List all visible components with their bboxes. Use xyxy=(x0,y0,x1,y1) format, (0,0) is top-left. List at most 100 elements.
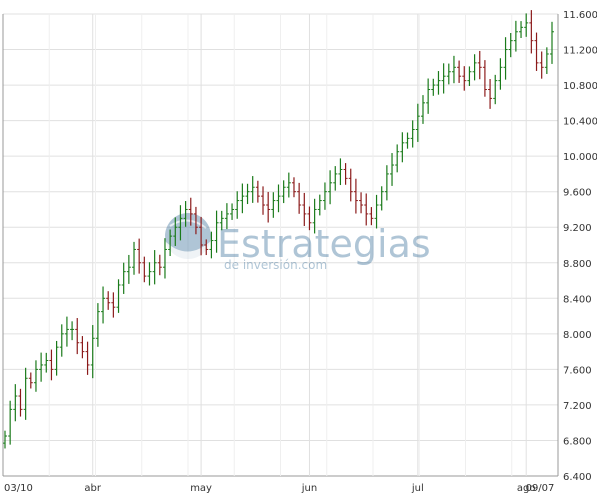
y-tick-label: 9.600 xyxy=(563,188,592,199)
ohlc-bar xyxy=(529,10,534,54)
ohlc-bar xyxy=(157,254,162,276)
x-tick-label: jun xyxy=(301,483,317,494)
ohlc-bar xyxy=(255,180,260,203)
y-tick-label: 10.400 xyxy=(563,117,597,128)
ohlc-bar xyxy=(245,183,250,205)
ohlc-bars xyxy=(3,10,554,449)
ohlc-bar xyxy=(348,168,353,202)
ohlc-bar xyxy=(539,51,544,79)
x-tick-label: 09/07 xyxy=(526,483,555,494)
ohlc-bar xyxy=(498,58,503,90)
ohlc-bar xyxy=(322,182,327,210)
ohlc-bar xyxy=(291,177,296,198)
ohlc-bar xyxy=(446,63,451,85)
y-tick-label: 7.200 xyxy=(563,401,592,412)
ohlc-bar xyxy=(286,172,291,198)
watermark-logo: Estrategias de inversión.com xyxy=(165,213,431,272)
ohlc-bar xyxy=(111,292,116,318)
ohlc-bar xyxy=(493,74,498,105)
ohlc-bar xyxy=(328,170,333,205)
ohlc-bar xyxy=(85,341,90,375)
ohlc-bar xyxy=(410,120,415,148)
ohlc-bar xyxy=(534,32,539,71)
ohlc-bar xyxy=(28,372,33,389)
ohlc-bar xyxy=(266,191,271,223)
y-tick-label: 8.800 xyxy=(563,259,592,270)
ohlc-bar xyxy=(503,37,508,80)
ohlc-bar xyxy=(219,210,224,231)
ohlc-bar xyxy=(400,132,405,163)
ohlc-bar xyxy=(472,54,477,81)
ohlc-bar xyxy=(33,360,38,392)
x-tick-label: 03/10 xyxy=(4,483,33,494)
ohlc-bar xyxy=(359,192,364,214)
watermark-tagline: de inversión.com xyxy=(224,258,327,272)
watermark-brand: Estrategias xyxy=(217,222,431,266)
ohlc-bar xyxy=(59,324,64,357)
ohlc-bar xyxy=(462,66,467,91)
ohlc-bar xyxy=(95,303,100,347)
ohlc-bar xyxy=(261,186,266,215)
ohlc-bar xyxy=(405,132,410,149)
ohlc-bar xyxy=(168,229,173,257)
y-tick-label: 10.800 xyxy=(563,81,597,92)
ohlc-bar xyxy=(90,325,95,379)
y-tick-label: 8.000 xyxy=(563,330,592,341)
ohlc-bar xyxy=(281,180,286,204)
y-tick-label: 6.400 xyxy=(563,472,592,483)
ohlc-bar xyxy=(23,367,28,420)
y-tick-label: 11.200 xyxy=(563,46,597,57)
ohlc-bar xyxy=(374,194,379,229)
y-tick-label: 7.600 xyxy=(563,365,592,376)
ohlc-bar xyxy=(230,203,235,220)
watermark-emblem xyxy=(165,213,212,261)
ohlc-bar xyxy=(121,262,126,294)
ohlc-bar xyxy=(333,166,338,191)
ohlc-bar xyxy=(390,153,395,186)
ohlc-bar xyxy=(152,250,157,285)
ohlc-bar xyxy=(8,400,13,445)
ohlc-bar xyxy=(64,316,69,347)
ohlc-bar xyxy=(436,71,441,95)
y-tick-label: 6.800 xyxy=(563,436,592,447)
ohlc-bar xyxy=(384,165,389,201)
ohlc-bar xyxy=(364,193,369,226)
ohlc-bar xyxy=(302,192,307,226)
ohlc-bar xyxy=(307,206,312,231)
ohlc-bar xyxy=(431,78,436,96)
ohlc-bar xyxy=(142,256,147,283)
ohlc-bar xyxy=(137,238,142,274)
ohlc-bar xyxy=(3,430,7,449)
ohlc-bar xyxy=(209,231,214,259)
ohlc-bar xyxy=(147,262,152,286)
ohlc-bar xyxy=(482,60,487,97)
ohlc-bar xyxy=(162,238,167,279)
ohlc-bar xyxy=(544,47,549,74)
ohlc-bar xyxy=(54,340,59,376)
ohlc-bar xyxy=(420,95,425,124)
ohlc-bar xyxy=(116,279,121,313)
y-tick-label: 9.200 xyxy=(563,223,592,234)
ohlc-bar xyxy=(276,184,281,213)
x-tick-label: abr xyxy=(84,483,101,494)
ohlc-bar xyxy=(312,198,317,234)
y-axis: 6.800 7.200 7.600 8.000 8.400 8.800 9.200 9.600… xyxy=(563,10,597,483)
ohlc-bar xyxy=(80,336,85,359)
ohlc-bar xyxy=(250,176,255,203)
ohlc-bar xyxy=(457,60,462,83)
ohlc-bar xyxy=(70,321,75,341)
ohlc-bar xyxy=(240,183,245,214)
ohlc-bar xyxy=(379,186,384,211)
ohlc-bar xyxy=(271,192,276,218)
ohlc-bar xyxy=(441,63,446,94)
ohlc-bar xyxy=(101,286,106,324)
ohlc-bar xyxy=(519,21,524,38)
ohlc-bar xyxy=(13,384,18,422)
ohlc-bar xyxy=(451,55,456,84)
ohlc-bar xyxy=(75,318,80,355)
y-tick-label: 11.600 xyxy=(563,10,597,21)
ohlc-bar xyxy=(204,239,209,256)
